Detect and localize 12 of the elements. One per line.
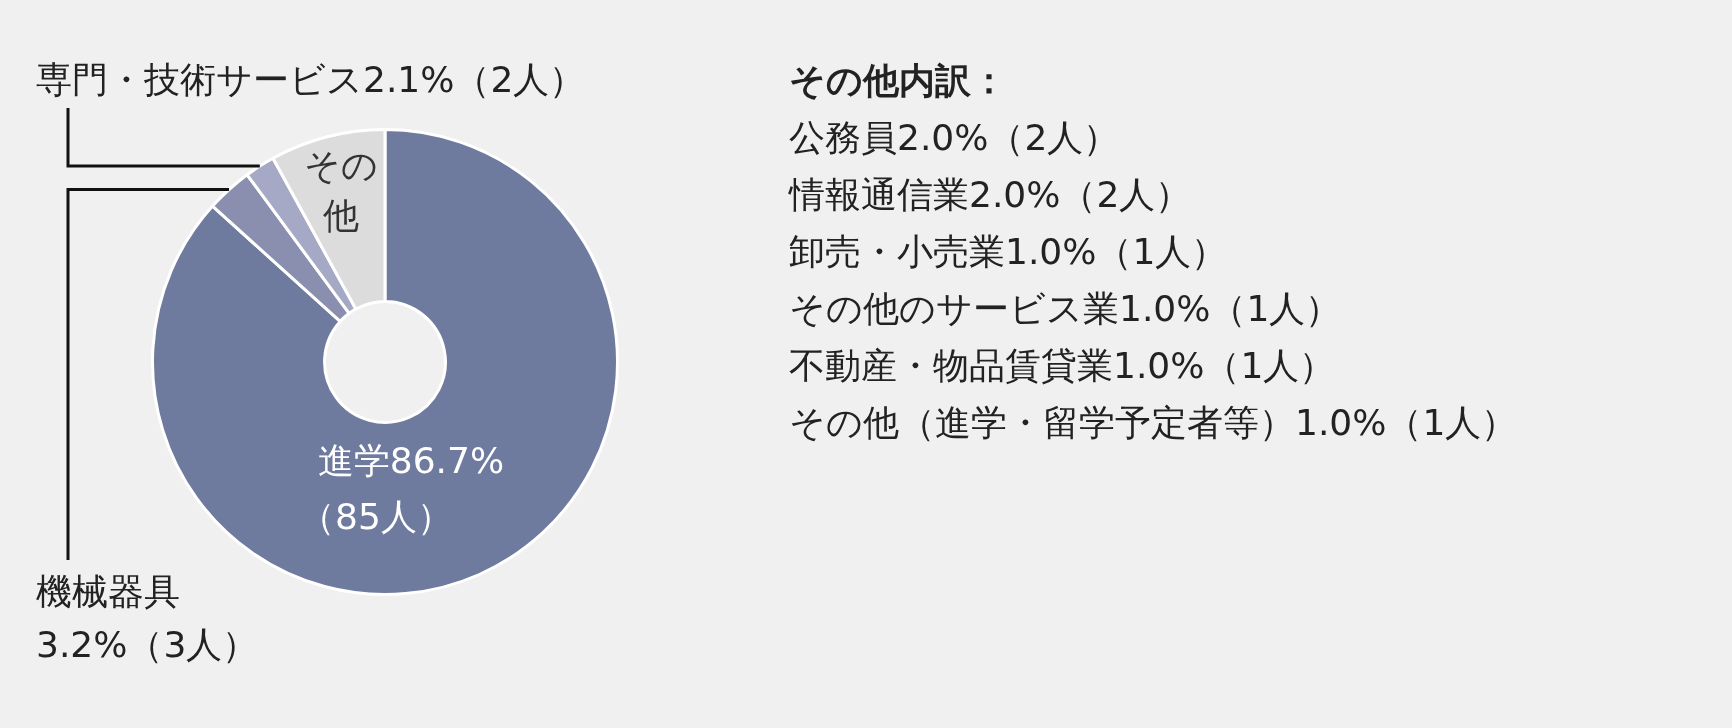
slice-label: 専門・技術サービス2.1%（2人） bbox=[36, 59, 586, 101]
data-label: 3.2%（3人） bbox=[36, 624, 259, 666]
text: 情報通信業2.0%（2人） bbox=[789, 173, 1193, 217]
text: その他内訳： bbox=[789, 59, 1008, 103]
text: その他（進学・留学予定者等）1.0%（1人） bbox=[789, 401, 1518, 445]
slice-label: 進学86.7%（85人） bbox=[299, 440, 505, 538]
slice-label: その他 bbox=[304, 145, 379, 237]
text: その他のサービス業1.0%（1人） bbox=[789, 287, 1343, 331]
text: 不動産・物品賃貸業1.0%（1人） bbox=[789, 344, 1337, 388]
text: 卸売・小売業1.0%（1人） bbox=[789, 230, 1229, 274]
slice-label: 機械器具 bbox=[36, 571, 180, 613]
text: 公務員2.0%（2人） bbox=[789, 116, 1121, 160]
